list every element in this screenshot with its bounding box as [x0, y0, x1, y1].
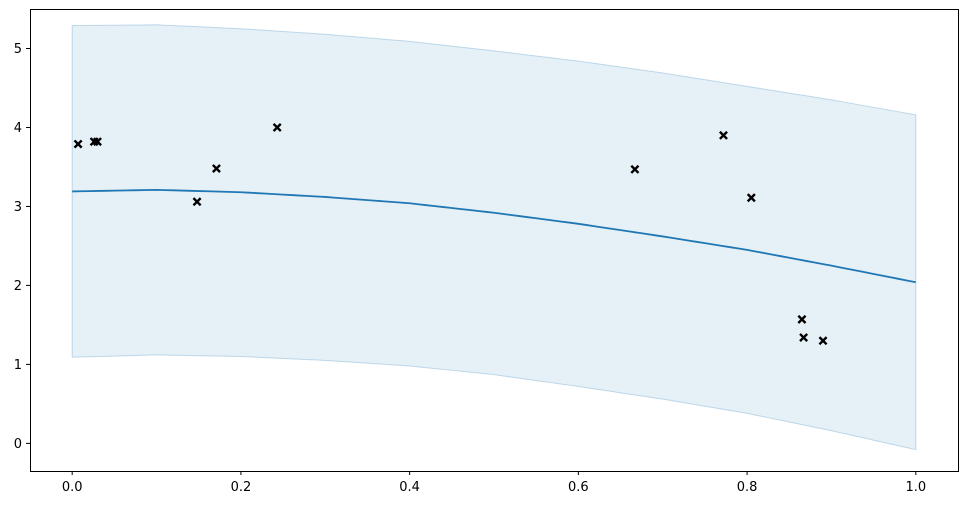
observation-point: [797, 314, 807, 324]
observation-point: [746, 193, 756, 203]
x-tick-label: 0.0: [62, 480, 83, 495]
mean-line-layer: [72, 188, 916, 284]
mean-line: [72, 188, 916, 284]
confidence-band: [71, 24, 917, 451]
observation-points-layer: [73, 123, 828, 346]
observation-point: [818, 336, 828, 346]
y-tick-label: 2: [14, 279, 22, 294]
observation-point: [630, 164, 640, 174]
y-tick-label: 3: [14, 200, 22, 215]
observation-point: [93, 137, 102, 147]
y-tick-label: 0: [14, 437, 22, 452]
x-tick-label: 0.2: [231, 480, 252, 495]
axes-frame: [30, 9, 959, 472]
y-tick-label: 1: [14, 358, 22, 373]
observation-point: [272, 123, 282, 132]
y-axis-ticks: 0 1 2 3 4 5: [14, 42, 30, 452]
observation-point: [719, 130, 728, 140]
x-tick-label: 0.8: [737, 480, 758, 495]
observation-point: [211, 164, 221, 173]
x-tick-label: 0.6: [568, 480, 589, 495]
observation-point: [799, 333, 809, 342]
x-tick-label: 0.4: [399, 480, 420, 495]
observation-point: [73, 139, 83, 149]
y-tick-label: 4: [14, 121, 22, 136]
confidence-band-layer: [71, 24, 917, 451]
x-tick-label: 1.0: [905, 480, 926, 495]
y-tick-label: 5: [14, 42, 22, 57]
observation-point: [192, 197, 202, 207]
x-axis-ticks: 0.0 0.2 0.4 0.6 0.8 1.0: [62, 471, 926, 495]
